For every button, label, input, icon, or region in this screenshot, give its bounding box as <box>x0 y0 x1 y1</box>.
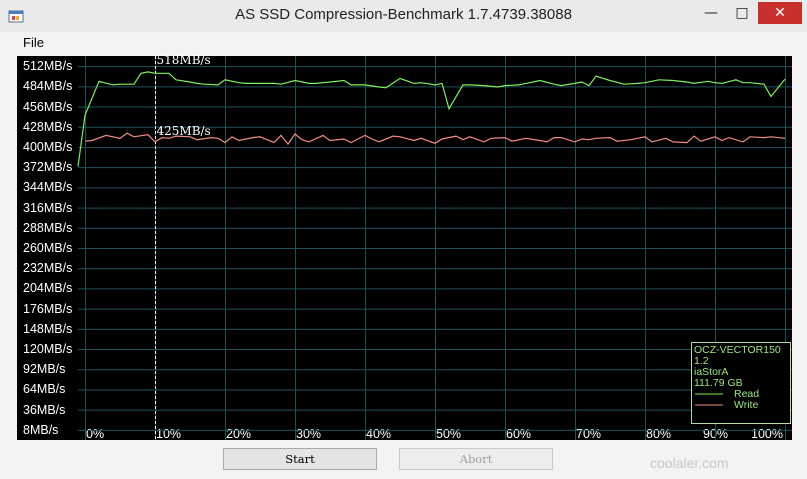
watermark-text: coolaler.com <box>650 455 729 471</box>
y-tick-label: 512MB/s <box>23 59 73 74</box>
legend-read-label: Read <box>734 388 760 400</box>
series-line-read <box>77 71 786 167</box>
legend-box: OCZ-VECTOR150 1.2 iaStorA 111.79 GB Read… <box>691 342 791 424</box>
y-tick-label: 428MB/s <box>23 119 73 134</box>
y-tick-label: 484MB/s <box>23 79 73 94</box>
close-button[interactable]: ✕ <box>758 2 802 24</box>
y-tick-label: 232MB/s <box>23 261 73 276</box>
menu-file[interactable]: File <box>23 35 44 50</box>
title-bar[interactable]: AS SSD Compression-Benchmark 1.7.4739.38… <box>0 0 807 32</box>
maximize-button[interactable]: □ <box>735 5 749 21</box>
app-icon <box>8 10 24 23</box>
legend-capacity: 111.79 GB <box>694 377 743 389</box>
window-title: AS SSD Compression-Benchmark 1.7.4739.38… <box>235 6 572 23</box>
legend-write-swatch <box>695 404 723 406</box>
legend-write-label: Write <box>734 399 759 411</box>
start-button[interactable]: Start <box>223 448 377 470</box>
y-tick-label: 372MB/s <box>23 160 73 175</box>
y-tick-label: 176MB/s <box>23 301 73 316</box>
y-tick-label: 92MB/s <box>23 362 66 377</box>
y-tick-label: 288MB/s <box>23 220 73 235</box>
minimize-button[interactable]: — <box>704 5 718 21</box>
y-tick-label: 204MB/s <box>23 281 73 296</box>
series-line-write <box>84 132 786 146</box>
y-tick-label: 316MB/s <box>23 200 73 215</box>
y-tick-label: 400MB/s <box>23 139 73 154</box>
y-tick-label: 148MB/s <box>23 321 73 336</box>
legend-driver: iaStorA <box>694 366 729 378</box>
y-tick-label: 456MB/s <box>23 99 73 114</box>
menu-bar: File <box>0 32 807 54</box>
y-tick-label: 64MB/s <box>23 382 66 397</box>
annotation-label: 425MB/s <box>157 124 211 138</box>
y-tick-label: 344MB/s <box>23 180 73 195</box>
annotation-label: 518MB/s <box>157 53 211 67</box>
abort-button[interactable]: Abort <box>399 448 553 470</box>
y-tick-label: 36MB/s <box>23 402 66 417</box>
y-tick-label: 8MB/s <box>23 422 59 437</box>
y-tick-label: 120MB/s <box>23 342 73 357</box>
legend-firmware: 1.2 <box>694 355 709 367</box>
legend-drive-name: OCZ-VECTOR150 <box>694 344 781 356</box>
y-tick-label: 260MB/s <box>23 241 73 255</box>
legend-read-swatch <box>695 393 723 395</box>
